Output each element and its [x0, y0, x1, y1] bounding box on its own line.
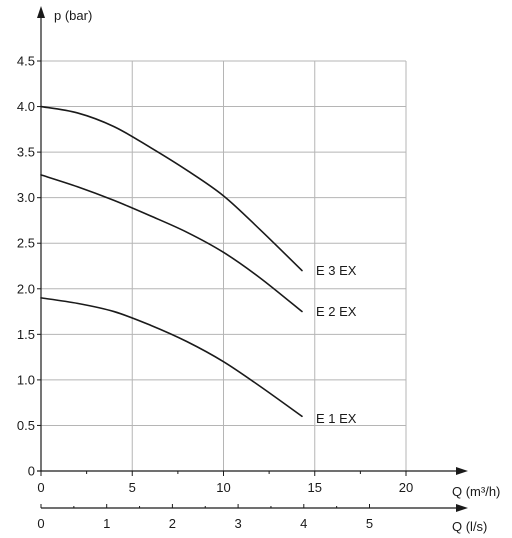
- x2-tick-label: 2: [169, 516, 176, 531]
- x2-tick-label: 1: [103, 516, 110, 531]
- axes: 0 0.5 1.0 1.5 2.0 2.5 3.0 3.5 4.0 4.5 0 5 10 15 20 0 1 2 3…: [17, 6, 468, 531]
- y-tick-label: 4.0: [17, 99, 35, 114]
- x-tick-label: 5: [129, 480, 136, 495]
- series-line-e-1-ex: [40, 297, 303, 418]
- x-axis-arrow: [456, 467, 468, 475]
- x-tick-label: 0: [37, 480, 44, 495]
- series-label-e3: E 3 EX: [316, 263, 357, 278]
- series-label-e2: E 2 EX: [316, 304, 357, 319]
- y-tick-label: 3.5: [17, 145, 35, 160]
- y-axis-title: p (bar): [54, 8, 92, 23]
- x2-axis-title: Q (l/s): [452, 519, 487, 534]
- grid: [41, 60, 407, 471]
- x-tick-label: 15: [308, 480, 322, 495]
- y-tick-label: 4.5: [17, 54, 35, 69]
- x2-tick-label: 3: [234, 516, 241, 531]
- y-tick-label: 1.5: [17, 327, 35, 342]
- y-tick-label: 2.0: [17, 281, 35, 296]
- y-tick-label: 2.5: [17, 236, 35, 251]
- series-label-e1: E 1 EX: [316, 411, 357, 426]
- series-line-e-3-ex: [40, 105, 303, 272]
- x-tick-label: 10: [216, 480, 230, 495]
- x2-tick-label: 4: [300, 516, 307, 531]
- y-tick-label: 0.5: [17, 418, 35, 433]
- curves: [40, 105, 303, 418]
- x2-axis-arrow: [456, 504, 468, 512]
- x-tick-label: 20: [399, 480, 413, 495]
- x2-tick-label: 0: [37, 516, 44, 531]
- y-tick-label: 0: [28, 464, 35, 479]
- y-tick-label: 1.0: [17, 372, 35, 387]
- x2-tick-label: 5: [366, 516, 373, 531]
- x-axis-title: Q (m³/h): [452, 484, 500, 499]
- labels: p (bar) Q (m³/h) Q (l/s) E 3 EX E 2 EX E…: [54, 8, 500, 534]
- y-tick-label: 3.0: [17, 190, 35, 205]
- series-line-e-2-ex: [40, 174, 303, 313]
- y-axis-arrow: [37, 6, 45, 18]
